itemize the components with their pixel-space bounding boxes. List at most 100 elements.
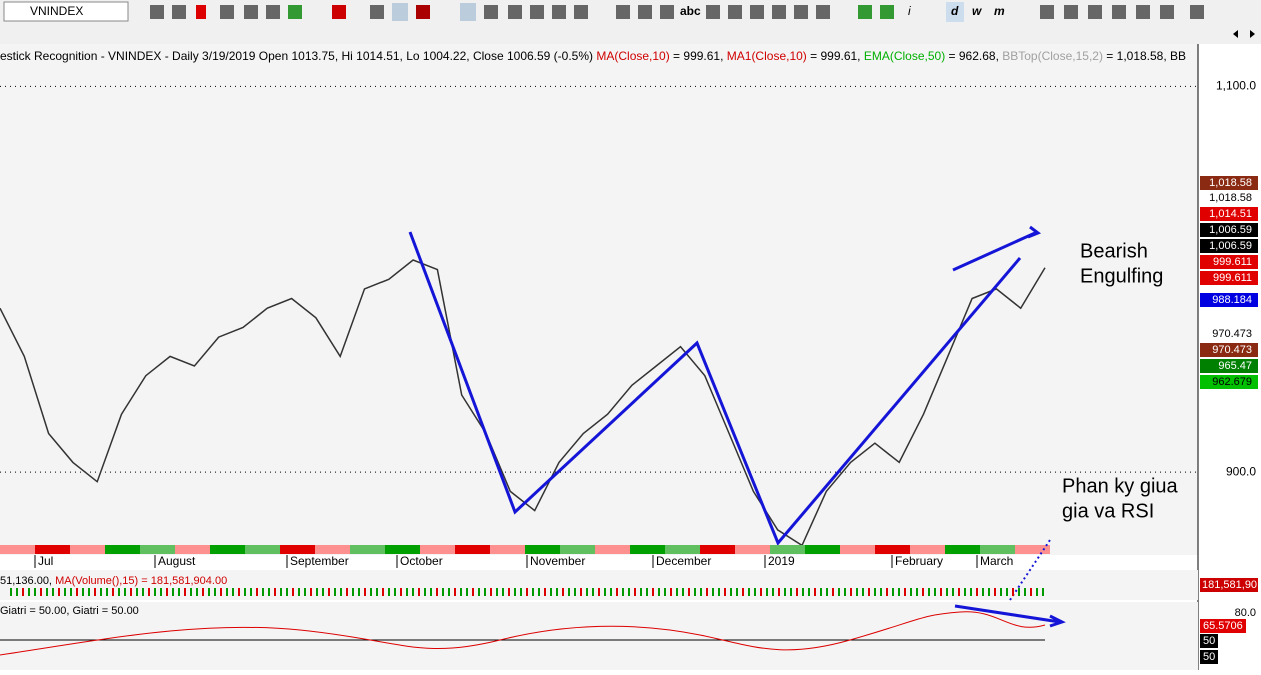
rsi-line xyxy=(0,611,1046,656)
strip-cell xyxy=(595,545,630,554)
volume-bar xyxy=(124,588,126,596)
volume-bar xyxy=(220,588,222,596)
volume-bar xyxy=(148,588,150,596)
axis-box xyxy=(1200,293,1258,307)
volume-bar xyxy=(298,588,300,596)
strip-cell xyxy=(315,545,350,554)
title-part: BBTop(Close,15,2) xyxy=(1002,49,1103,63)
strip-cell xyxy=(665,545,700,554)
volume-bar xyxy=(718,588,720,596)
rsi-arrow xyxy=(954,604,1066,628)
volume-bar xyxy=(154,588,156,596)
volume-bar xyxy=(466,588,468,596)
volume-bar xyxy=(226,588,228,596)
volume-bar xyxy=(508,588,510,596)
volume-bar xyxy=(370,588,372,596)
volume-bar xyxy=(628,588,630,596)
volume-bar xyxy=(268,588,270,596)
volume-bar xyxy=(22,588,24,596)
volume-bar xyxy=(964,588,966,596)
strip-cell xyxy=(735,545,770,554)
strip-cell xyxy=(525,545,560,554)
volume-bar xyxy=(100,588,102,596)
volume-bar xyxy=(472,588,474,596)
volume-bar xyxy=(550,588,552,596)
volume-bar xyxy=(406,588,408,596)
volume-bar xyxy=(130,588,132,596)
volume-bar xyxy=(58,588,60,596)
volume-bar xyxy=(34,588,36,596)
tool-text[interactable]: w xyxy=(972,4,982,18)
symbol[interactable]: VNINDEX xyxy=(30,4,83,18)
volume-bar xyxy=(838,588,840,596)
volume-bar xyxy=(112,588,114,596)
volume-bar xyxy=(670,588,672,596)
strip-cell xyxy=(840,545,875,554)
volume-bar xyxy=(442,588,444,596)
axis-box xyxy=(1200,271,1258,285)
volume-bar xyxy=(556,588,558,596)
axis-box xyxy=(1200,634,1218,648)
symbol-box[interactable] xyxy=(3,1,129,22)
strip-cell xyxy=(175,545,210,554)
trend-lines xyxy=(408,225,1042,546)
volume-bar xyxy=(772,588,774,596)
volume-bar xyxy=(478,588,480,596)
volume-bar xyxy=(418,588,420,596)
volume-bar xyxy=(262,588,264,596)
volume-bar xyxy=(778,588,780,596)
rsi-pane xyxy=(0,602,1198,670)
month-label: November xyxy=(530,554,585,568)
volume-bar xyxy=(616,588,618,596)
volume-bar xyxy=(544,588,546,596)
scroll-arrows[interactable] xyxy=(1233,30,1255,38)
volume-bar xyxy=(886,588,888,596)
tool-text[interactable]: i xyxy=(908,4,911,18)
toolbar-icons xyxy=(150,3,1204,21)
volume-bar xyxy=(1012,588,1014,596)
volume-bar xyxy=(430,588,432,596)
volume-bar xyxy=(340,588,342,596)
title-part: = 962.68, xyxy=(945,49,1002,63)
title-part: EMA(Close,50) xyxy=(864,49,945,63)
volume-bar xyxy=(826,588,828,596)
volume-bar xyxy=(664,588,666,596)
volume-bar xyxy=(898,588,900,596)
volume-bar xyxy=(256,588,258,596)
axis-label: 962.679 xyxy=(1212,376,1252,388)
tool-text[interactable]: d xyxy=(951,4,959,18)
month-label: October xyxy=(400,554,443,568)
rsi-axis: 80.065.5706 50 50 xyxy=(1200,607,1256,664)
volume-bar xyxy=(310,588,312,596)
month-label: February xyxy=(895,554,943,568)
strip-cell xyxy=(35,545,70,554)
volume-bar xyxy=(232,588,234,596)
tool-text[interactable]: m xyxy=(994,4,1005,18)
volume-bar xyxy=(82,588,84,596)
axis-label: 988.184 xyxy=(1212,294,1252,306)
annotation: Phan ky giua xyxy=(1062,475,1179,497)
volume-bar xyxy=(784,588,786,596)
volume-bar xyxy=(586,588,588,596)
volume-bar xyxy=(634,588,636,596)
volume-bar xyxy=(286,588,288,596)
y-tick-label: 1,100.0 xyxy=(1216,79,1256,93)
volume-bar xyxy=(724,588,726,596)
axis-label: 1,006.59 xyxy=(1209,224,1252,236)
tool-text[interactable]: abc xyxy=(680,4,701,18)
volume-bar xyxy=(364,588,366,596)
volume-bar xyxy=(142,588,144,596)
volume-bar xyxy=(604,588,606,596)
volume-bar xyxy=(568,588,570,596)
volume-bar xyxy=(766,588,768,596)
axis-label: 1,018.58 xyxy=(1209,192,1252,204)
volume-bar xyxy=(862,588,864,596)
title-line: estick Recognition - VNINDEX - Daily 3/1… xyxy=(0,49,1186,63)
volume-bar xyxy=(394,588,396,596)
volume-bar xyxy=(238,588,240,596)
axis-label: 999.611 xyxy=(1213,272,1252,284)
volume-bar xyxy=(808,588,810,596)
volume-bar xyxy=(1024,588,1026,596)
volume-bar xyxy=(280,588,282,596)
month-label: December xyxy=(656,554,711,568)
